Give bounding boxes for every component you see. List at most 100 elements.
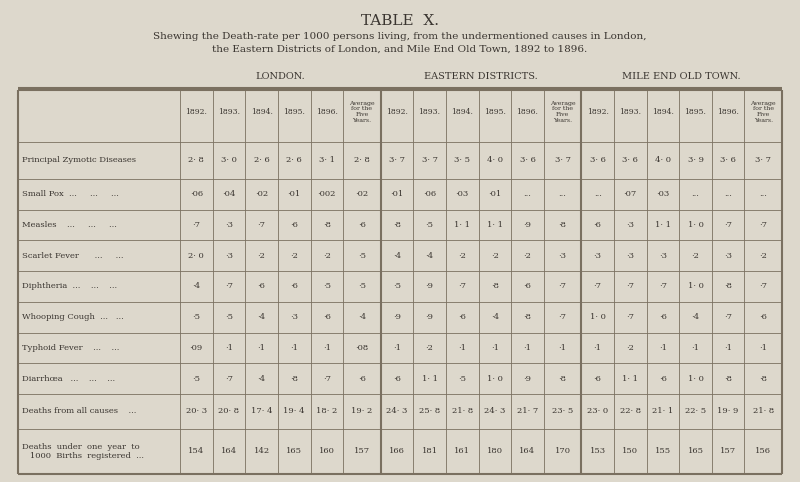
Text: ·8: ·8 (290, 375, 298, 383)
Text: ·6: ·6 (659, 313, 667, 321)
Text: ·7: ·7 (626, 313, 634, 321)
Text: ·8: ·8 (724, 282, 732, 291)
Text: 25· 8: 25· 8 (419, 407, 440, 415)
Text: ·01: ·01 (390, 190, 404, 198)
Text: ·8: ·8 (491, 282, 499, 291)
Text: ·1: ·1 (724, 344, 732, 352)
Text: ...: ... (691, 190, 699, 198)
Text: ·7: ·7 (225, 282, 233, 291)
Text: Typhoid Fever    ...    ...: Typhoid Fever ... ... (22, 344, 119, 352)
Text: ·2: ·2 (290, 252, 298, 260)
Text: ·7: ·7 (759, 221, 767, 229)
Text: 160: 160 (319, 447, 334, 455)
Text: 24· 3: 24· 3 (386, 407, 408, 415)
Text: 20· 3: 20· 3 (186, 407, 207, 415)
Text: 3· 7: 3· 7 (755, 157, 771, 164)
Text: 1896.: 1896. (316, 108, 338, 116)
Text: ·1: ·1 (458, 344, 466, 352)
Text: 1892.: 1892. (386, 108, 408, 116)
Text: ·7: ·7 (323, 375, 331, 383)
Text: ·7: ·7 (225, 375, 233, 383)
Text: ·7: ·7 (759, 282, 767, 291)
Text: 164: 164 (221, 447, 237, 455)
Text: Principal Zymotic Diseases: Principal Zymotic Diseases (22, 157, 136, 164)
Text: 21· 7: 21· 7 (517, 407, 538, 415)
Text: ·4: ·4 (358, 313, 366, 321)
Text: Deaths  under  one  year  to
   1000  Births  registered  ...: Deaths under one year to 1000 Births reg… (22, 442, 144, 460)
Text: 1896.: 1896. (718, 108, 739, 116)
Text: ·9: ·9 (523, 375, 531, 383)
Text: 19· 4: 19· 4 (283, 407, 305, 415)
Text: ·3: ·3 (225, 252, 233, 260)
Text: ·4: ·4 (691, 313, 699, 321)
Text: 170: 170 (554, 447, 570, 455)
Text: ·002: ·002 (318, 190, 336, 198)
Text: ...: ... (759, 190, 767, 198)
Text: 181: 181 (422, 447, 438, 455)
Text: ·2: ·2 (458, 252, 466, 260)
Text: 1893.: 1893. (418, 108, 441, 116)
Text: ·7: ·7 (724, 221, 732, 229)
Text: ·7: ·7 (458, 282, 466, 291)
Text: ·3: ·3 (558, 252, 566, 260)
Text: 1895.: 1895. (484, 108, 506, 116)
Text: ·4: ·4 (192, 282, 200, 291)
Text: 161: 161 (454, 447, 470, 455)
Text: 157: 157 (354, 447, 370, 455)
Text: ·2: ·2 (759, 252, 767, 260)
Text: 164: 164 (519, 447, 535, 455)
Text: Diphtheria  ...    ...    ...: Diphtheria ... ... ... (22, 282, 117, 291)
Text: ·1: ·1 (290, 344, 298, 352)
Text: Average
for the
Five
Years.: Average for the Five Years. (349, 101, 374, 123)
Text: ·02: ·02 (355, 190, 369, 198)
Text: ·5: ·5 (426, 221, 434, 229)
Text: 3· 1: 3· 1 (319, 157, 335, 164)
Text: ·5: ·5 (323, 282, 331, 291)
Text: ·6: ·6 (290, 282, 298, 291)
Text: 3· 7: 3· 7 (554, 157, 570, 164)
Text: 3· 0: 3· 0 (221, 157, 237, 164)
Text: TABLE  X.: TABLE X. (361, 14, 439, 28)
Text: ·06: ·06 (423, 190, 436, 198)
Text: ...: ... (594, 190, 602, 198)
Text: 4· 0: 4· 0 (655, 157, 671, 164)
Text: ·5: ·5 (192, 313, 200, 321)
Text: ·9: ·9 (426, 313, 434, 321)
Text: ·4: ·4 (491, 313, 499, 321)
Text: 22· 8: 22· 8 (620, 407, 641, 415)
Text: 142: 142 (254, 447, 270, 455)
Text: ·6: ·6 (458, 313, 466, 321)
Text: 1894.: 1894. (652, 108, 674, 116)
Text: ·03: ·03 (456, 190, 469, 198)
Text: 165: 165 (687, 447, 703, 455)
Text: MILE END OLD TOWN.: MILE END OLD TOWN. (622, 72, 741, 81)
Text: 156: 156 (755, 447, 771, 455)
Text: 1· 1: 1· 1 (655, 221, 671, 229)
Text: Average
for the
Five
Years.: Average for the Five Years. (550, 101, 575, 123)
Text: LONDON.: LONDON. (255, 72, 306, 81)
Text: ·03: ·03 (656, 190, 670, 198)
Text: 1896.: 1896. (517, 108, 538, 116)
Text: ·7: ·7 (558, 313, 566, 321)
Text: 21· 1: 21· 1 (652, 407, 674, 415)
Text: 2· 6: 2· 6 (286, 157, 302, 164)
Text: ·6: ·6 (358, 375, 366, 383)
Text: 22· 5: 22· 5 (685, 407, 706, 415)
Text: 1· 1: 1· 1 (622, 375, 638, 383)
Text: ·2: ·2 (691, 252, 699, 260)
Text: ·1: ·1 (659, 344, 667, 352)
Text: 1892.: 1892. (186, 108, 207, 116)
Text: ·6: ·6 (393, 375, 401, 383)
Text: ·3: ·3 (724, 252, 732, 260)
Text: 18· 2: 18· 2 (316, 407, 338, 415)
Text: Whooping Cough  ...   ...: Whooping Cough ... ... (22, 313, 124, 321)
Text: ·8: ·8 (523, 313, 531, 321)
Text: 2· 8: 2· 8 (188, 157, 204, 164)
Text: 2· 8: 2· 8 (354, 157, 370, 164)
Text: ·6: ·6 (659, 375, 667, 383)
Text: ·7: ·7 (724, 313, 732, 321)
Text: ·3: ·3 (626, 221, 634, 229)
Text: 3· 6: 3· 6 (622, 157, 638, 164)
Text: 3· 6: 3· 6 (519, 157, 535, 164)
Text: 1· 0: 1· 0 (687, 282, 703, 291)
